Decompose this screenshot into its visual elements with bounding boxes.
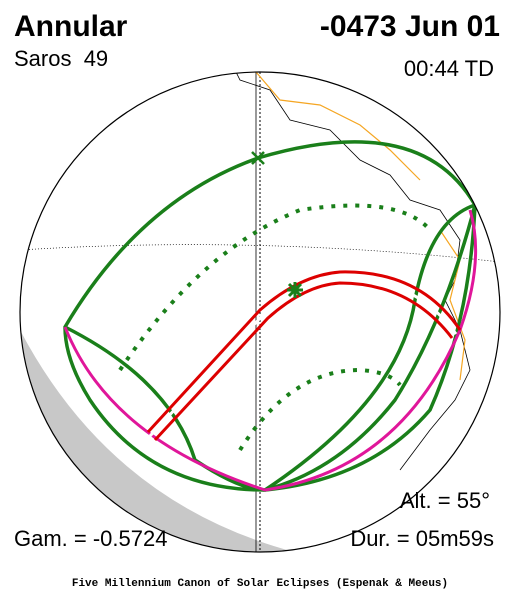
saros: Saros 49	[14, 46, 108, 71]
eclipse-date: -0473 Jun 01	[320, 10, 500, 43]
gamma: Gam. = -0.5724	[14, 526, 167, 551]
max-eclipse-north	[118, 203, 432, 372]
globe	[20, 72, 500, 552]
coastline	[229, 72, 471, 471]
central-path-south	[153, 281, 454, 442]
max-eclipse-south	[238, 367, 402, 452]
penumbra-limit-2	[64, 202, 477, 492]
altitude: Alt. = 55°	[400, 488, 490, 513]
globe-outline	[19, 71, 501, 553]
eclipse-type: Annular	[14, 10, 128, 43]
eclipse-time: 00:44 TD	[404, 56, 494, 81]
greatest-eclipse-star	[287, 282, 303, 298]
central-path-north	[146, 270, 462, 434]
penumbra-limit	[63, 140, 477, 492]
rise-set-curve	[63, 209, 478, 492]
borders	[219, 72, 466, 381]
duration: Dur. = 05m59s	[350, 526, 494, 551]
footer: Five Millennium Canon of Solar Eclipses …	[72, 578, 448, 590]
central-path-gap	[148, 276, 458, 438]
greatest-point-marker	[251, 151, 265, 165]
